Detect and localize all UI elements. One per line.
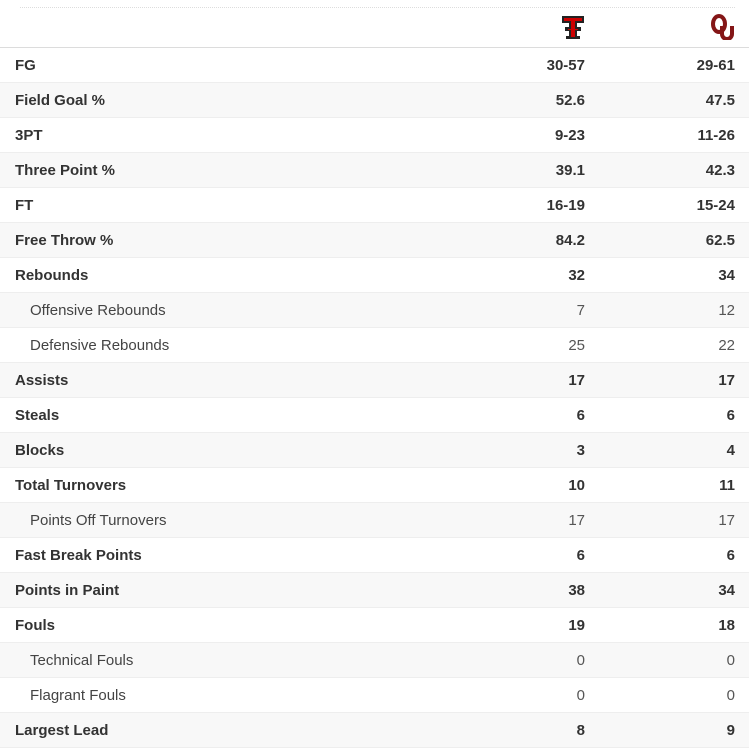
team1-value: 16-19 [546,196,585,214]
team1-value: 6 [576,406,585,424]
team2-value: 6 [726,546,735,564]
table-row: Technical Fouls 0 0 [0,643,749,678]
team2-value: 4 [726,441,735,459]
stat-label: Offensive Rebounds [30,301,166,319]
stat-label: Field Goal % [15,91,106,109]
table-row: Blocks 3 4 [0,433,749,468]
stat-label: Flagrant Fouls [30,686,126,704]
team1-value: 0 [576,651,585,669]
table-row: Steals 6 6 [0,398,749,433]
team2-value: 47.5 [705,91,735,109]
team1-value: 39.1 [555,161,585,179]
stat-label: Steals [15,406,60,424]
stat-label: FG [15,56,36,74]
team2-value: 62.5 [705,231,735,249]
stat-label: Blocks [15,441,65,459]
table-row: Rebounds 32 34 [0,258,749,293]
team2-value: 17 [718,511,735,529]
team1-value: 25 [568,336,585,354]
stat-label: Largest Lead [15,721,109,739]
team1-value: 17 [568,511,585,529]
team1-value: 9-23 [554,126,585,144]
team1-value: 3 [576,441,585,459]
team2-value: 17 [718,371,735,389]
team-stats-table: FG 30-57 29-61 Field Goal % 52.6 47.5 3PT 9-23 1… [0,48,749,748]
stat-label: Three Point % [15,161,116,179]
table-row: Points Off Turnovers 17 17 [0,503,749,538]
team2-value: 6 [726,406,735,424]
team1-value: 7 [576,301,585,319]
team2-value: 12 [718,301,735,319]
table-row: Free Throw % 84.2 62.5 [0,223,749,258]
table-row: Three Point % 39.1 42.3 [0,153,749,188]
table-row: Field Goal % 52.6 47.5 [0,83,749,118]
team2-value: 11-26 [697,126,735,144]
team1-value: 6 [576,546,585,564]
table-row: Flagrant Fouls 0 0 [0,678,749,713]
stat-label: Rebounds [15,266,89,284]
stat-label: Assists [15,371,69,389]
stat-label: Total Turnovers [15,476,127,494]
team-header [0,0,749,48]
team2-value: 0 [726,686,735,704]
team1-value: 0 [576,686,585,704]
stat-label: Points in Paint [15,581,120,599]
team1-value: 17 [568,371,585,389]
stat-label: Fouls [15,616,55,634]
team1-value: 10 [568,476,585,494]
table-row: FG 30-57 29-61 [0,48,749,83]
oklahoma-logo-icon [711,14,734,40]
team1-value: 8 [576,721,585,739]
stat-label: Points Off Turnovers [30,511,167,529]
team2-value: 15-24 [696,196,735,214]
team2-value: 29-61 [696,56,735,74]
table-row: Assists 17 17 [0,363,749,398]
team1-value: 30-57 [546,56,585,74]
stat-label: Defensive Rebounds [30,336,170,354]
team1-value: 84.2 [555,231,585,249]
stat-label: 3PT [15,126,43,144]
table-row: 3PT 9-23 11-26 [0,118,749,153]
stat-label: Technical Fouls [30,651,134,669]
table-row: Largest Lead 8 9 [0,713,749,748]
table-row: Total Turnovers 10 11 [0,468,749,503]
table-row: Points in Paint 38 34 [0,573,749,608]
stat-label: FT [15,196,34,214]
stat-label: Free Throw % [15,231,114,249]
texas-tech-logo-icon [562,16,584,39]
stat-label: Fast Break Points [15,546,142,564]
team2-value: 42.3 [705,161,735,179]
table-row: FT 16-19 15-24 [0,188,749,223]
team2-value: 34 [718,266,735,284]
team2-value: 18 [718,616,735,634]
team2-value: 0 [726,651,735,669]
team1-value: 32 [568,266,585,284]
team2-value: 11 [719,476,735,494]
divider [20,7,735,8]
team1-value: 38 [568,581,585,599]
team1-value: 19 [568,616,585,634]
team2-value: 9 [726,721,735,739]
table-row: Defensive Rebounds 25 22 [0,328,749,363]
team2-value: 22 [718,336,735,354]
team1-value: 52.6 [555,91,585,109]
table-row: Fouls 19 18 [0,608,749,643]
table-row: Offensive Rebounds 7 12 [0,293,749,328]
team2-value: 34 [718,581,735,599]
table-row: Fast Break Points 6 6 [0,538,749,573]
